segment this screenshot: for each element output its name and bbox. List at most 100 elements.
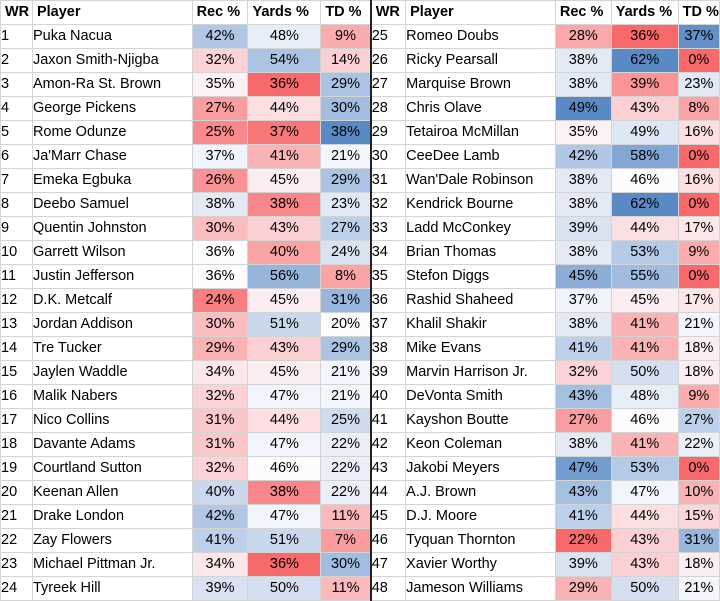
player-name-cell: Jameson Williams [405,576,556,601]
wr-rank-cell: 9 [0,216,33,241]
player-name-cell: Drake London [31,504,193,529]
yards-pct-cell: 44% [247,408,322,433]
header-row: WR Player Rec % Yards % TD % WR Player R… [0,0,720,25]
player-name-cell: D.J. Moore [405,504,556,529]
player-name-cell: Kayshon Boutte [405,408,556,433]
yards-pct-cell: 36% [610,24,679,49]
table-row: 4 George Pickens 27% 44% 30% 28 Chris Olave 49%… [0,96,720,121]
player-name-cell: Stefon Diggs [405,264,556,289]
yards-pct-cell: 44% [610,504,679,529]
player-name-cell: Tetairoa McMillan [405,120,556,145]
player-name-cell: Justin Jefferson [31,264,193,289]
table-row: 1 Puka Nacua 42% 48% 9% 25 Romeo Doubs 28% 36% 37… [0,24,720,49]
yards-pct-cell: 39% [610,72,679,97]
wr-rank-cell: 36 [370,288,407,313]
yards-pct-cell: 43% [247,336,322,361]
wr-rank-cell: 21 [0,504,33,529]
td-pct-cell: 16% [677,168,720,193]
td-pct-cell: 21% [320,144,372,169]
yards-pct-cell: 48% [610,384,679,409]
player-name-cell: Kendrick Bourne [405,192,556,217]
player-name-cell: Zay Flowers [31,528,193,553]
rec-pct-cell: 27% [191,96,249,121]
player-name-cell: Keon Coleman [405,432,556,457]
td-pct-cell: 37% [677,24,720,49]
rec-pct-cell: 36% [191,264,249,289]
table-row: 14 Tre Tucker 29% 43% 29% 38 Mike Evans 41% 41% 1… [0,336,720,361]
yards-pct-cell: 43% [610,552,679,577]
td-pct-cell: 8% [677,96,720,121]
rec-pct-cell: 36% [191,240,249,265]
player-name-cell: Emeka Egbuka [31,168,193,193]
yards-pct-cell: 45% [247,168,322,193]
td-pct-cell: 27% [320,216,372,241]
player-name-cell: Amon-Ra St. Brown [31,72,193,97]
header-rec-pct: Rec % [191,0,249,25]
wr-rank-cell: 39 [370,360,407,385]
td-pct-cell: 23% [320,192,372,217]
wr-rank-cell: 19 [0,456,33,481]
wr-rank-cell: 27 [370,72,407,97]
rec-pct-cell: 30% [191,216,249,241]
td-pct-cell: 18% [677,336,720,361]
wr-rank-cell: 41 [370,408,407,433]
player-name-cell: CeeDee Lamb [405,144,556,169]
wr-rank-cell: 8 [0,192,33,217]
rec-pct-cell: 39% [554,216,612,241]
wr-rank-cell: 5 [0,120,33,145]
td-pct-cell: 22% [320,456,372,481]
wr-rank-cell: 32 [370,192,407,217]
wr-rank-cell: 12 [0,288,33,313]
wr-rank-cell: 31 [370,168,407,193]
yards-pct-cell: 44% [610,216,679,241]
player-name-cell: Jakobi Meyers [405,456,556,481]
td-pct-cell: 22% [320,480,372,505]
player-name-cell: Rashid Shaheed [405,288,556,313]
wr-rank-cell: 4 [0,96,33,121]
td-pct-cell: 21% [677,576,720,601]
player-name-cell: Khalil Shakir [405,312,556,337]
yards-pct-cell: 36% [247,72,322,97]
rec-pct-cell: 29% [191,336,249,361]
table-row: 6 Ja'Marr Chase 37% 41% 21% 30 CeeDee Lamb 42% 5… [0,144,720,169]
wr-rank-cell: 3 [0,72,33,97]
table-row: 5 Rome Odunze 25% 37% 38% 29 Tetairoa McMillan… [0,120,720,145]
wr-rank-cell: 22 [0,528,33,553]
rec-pct-cell: 42% [554,144,612,169]
player-name-cell: Ja'Marr Chase [31,144,193,169]
rec-pct-cell: 42% [191,504,249,529]
rec-pct-cell: 38% [554,72,612,97]
wr-rank-cell: 30 [370,144,407,169]
yards-pct-cell: 51% [247,312,322,337]
wr-rank-cell: 45 [370,504,407,529]
td-pct-cell: 9% [320,24,372,49]
rec-pct-cell: 24% [191,288,249,313]
rec-pct-cell: 38% [554,192,612,217]
td-pct-cell: 0% [677,144,720,169]
rec-pct-cell: 38% [554,432,612,457]
wr-rank-cell: 33 [370,216,407,241]
yards-pct-cell: 50% [247,576,322,601]
rec-pct-cell: 47% [554,456,612,481]
wr-rank-cell: 16 [0,384,33,409]
td-pct-cell: 27% [677,408,720,433]
rec-pct-cell: 39% [191,576,249,601]
player-name-cell: Tyreek Hill [31,576,193,601]
player-name-cell: Tyquan Thornton [405,528,556,553]
td-pct-cell: 0% [677,264,720,289]
rec-pct-cell: 38% [554,168,612,193]
yards-pct-cell: 36% [247,552,322,577]
yards-pct-cell: 46% [247,456,322,481]
player-name-cell: Nico Collins [31,408,193,433]
td-pct-cell: 22% [320,432,372,457]
wr-rank-cell: 35 [370,264,407,289]
yards-pct-cell: 46% [610,168,679,193]
table-row: 16 Malik Nabers 32% 47% 21% 40 DeVonta Smith 43… [0,384,720,409]
header-player: Player [405,0,556,25]
rec-pct-cell: 32% [191,384,249,409]
td-pct-cell: 14% [320,48,372,73]
wr-rank-cell: 17 [0,408,33,433]
header-wr: WR [0,0,33,25]
